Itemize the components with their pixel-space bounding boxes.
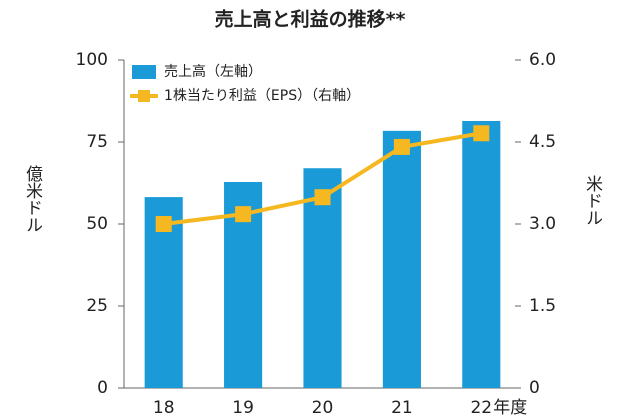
chart-title: 売上高と利益の推移** — [215, 8, 406, 31]
y-tick-label: 25 — [86, 296, 108, 316]
x-tick-label: 21 — [391, 398, 413, 418]
line-marker — [155, 216, 172, 232]
y2-tick-label: 1.5 — [529, 296, 556, 316]
y-tick-label: 100 — [76, 50, 108, 70]
y2-tick-label: 3.0 — [529, 214, 556, 234]
x-unit-label: 年度 — [493, 398, 527, 418]
x-tick-label: 19 — [232, 398, 254, 418]
line-marker — [393, 138, 410, 155]
legend-label: 売上高（左軸） — [164, 63, 262, 80]
line-marker — [473, 125, 490, 142]
legend-swatch — [132, 65, 156, 79]
line-marker — [235, 206, 252, 223]
y2-tick-label: 4.5 — [529, 132, 556, 152]
legend-swatch — [138, 90, 150, 102]
y-tick-label: 50 — [86, 214, 108, 234]
bar — [462, 121, 501, 389]
legend-label: 1株当たり利益（EPS）（右軸） — [164, 88, 360, 104]
y-axis-label: 億米ドル — [22, 165, 43, 233]
x-tick-label: 18 — [153, 398, 175, 418]
line-marker — [314, 189, 331, 206]
x-tick-label: 22 — [470, 398, 492, 418]
y2-tick-label: 0 — [529, 378, 540, 398]
y2-tick-label: 6.0 — [529, 50, 556, 70]
y2-axis-label: 米ドル — [582, 175, 603, 226]
y-tick-label: 0 — [97, 378, 108, 398]
y-tick-label: 75 — [86, 132, 108, 152]
x-tick-label: 20 — [312, 398, 334, 418]
bar — [382, 130, 421, 388]
